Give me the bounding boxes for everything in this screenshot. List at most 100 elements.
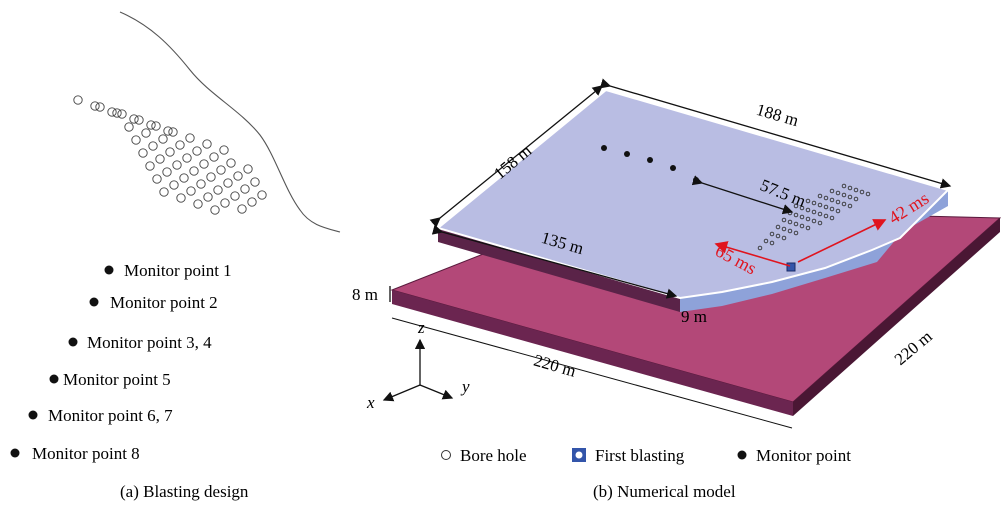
borehole — [829, 215, 835, 221]
borehole — [805, 225, 811, 231]
borehole — [182, 153, 192, 163]
borehole — [769, 240, 775, 246]
borehole — [847, 203, 853, 209]
borehole — [129, 114, 139, 124]
borehole — [209, 152, 219, 162]
borehole — [145, 161, 155, 171]
monitor-point-6-7-label: Monitor point 6, 7 — [48, 406, 173, 425]
y-axis-label: y — [460, 377, 470, 396]
borehole — [805, 216, 811, 222]
borehole — [219, 145, 229, 155]
borehole — [775, 233, 781, 239]
borehole — [172, 160, 182, 170]
borehole — [117, 109, 127, 119]
legend-monitor-point-label: Monitor point — [756, 446, 851, 465]
delay-arrow-42 — [797, 219, 887, 263]
borehole — [151, 121, 161, 131]
x-axis — [382, 384, 421, 402]
borehole — [781, 217, 787, 223]
monitor-dot — [670, 165, 676, 171]
monitor-point-1-marker — [104, 265, 114, 275]
borehole — [196, 179, 206, 189]
borehole — [763, 238, 769, 244]
borehole — [787, 219, 793, 225]
borehole — [112, 108, 122, 118]
panel-b: 158 m 188 m 135 m 57.5 m 220 m 220 m 8 m… — [352, 78, 1001, 501]
borehole — [250, 177, 260, 187]
monitor-dot — [693, 177, 699, 183]
borehole — [243, 164, 253, 174]
borehole — [203, 192, 213, 202]
borehole — [757, 245, 763, 251]
dim-line-188 — [599, 78, 952, 189]
dim-label-9m: 9 m — [681, 307, 707, 326]
borehole — [799, 214, 805, 220]
borehole — [865, 191, 871, 197]
borehole — [189, 166, 199, 176]
borehole — [240, 184, 250, 194]
borehole — [805, 198, 811, 204]
borehole — [847, 194, 853, 200]
monitor-point-5-label: Monitor point 5 — [63, 370, 171, 389]
borehole — [835, 199, 841, 205]
borehole — [131, 135, 141, 145]
borehole — [186, 186, 196, 196]
borehole — [168, 127, 178, 137]
borehole — [179, 173, 189, 183]
borehole — [835, 208, 841, 214]
borehole — [226, 158, 236, 168]
monitor-list: Monitor point 1 Monitor point 2 Monitor … — [10, 261, 232, 463]
dim-line-220-front — [391, 317, 793, 429]
borehole — [124, 122, 134, 132]
base-front-face — [392, 290, 793, 416]
borehole — [210, 205, 220, 215]
borehole — [799, 205, 805, 211]
monitor-point-3-4-marker — [68, 337, 78, 347]
borehole — [769, 231, 775, 237]
borehole — [158, 134, 168, 144]
borehole — [169, 180, 179, 190]
borehole — [176, 193, 186, 203]
monitor-dot — [601, 145, 607, 151]
borehole — [162, 167, 172, 177]
legend-first-blasting-label: First blasting — [595, 446, 685, 465]
monitor-point-6-7-marker — [28, 410, 38, 420]
monitor-point-1-label: Monitor point 1 — [124, 261, 232, 280]
borehole — [811, 209, 817, 215]
borehole — [163, 126, 173, 136]
dim-label-220-front: 220 m — [532, 351, 579, 381]
borehole — [192, 146, 202, 156]
borehole — [134, 115, 144, 125]
panel-a-caption: (a) Blasting design — [120, 482, 249, 501]
z-axis-label: z — [417, 318, 425, 337]
borehole — [817, 211, 823, 217]
borehole — [185, 133, 195, 143]
borehole — [793, 203, 799, 209]
legend-borehole-icon — [441, 450, 451, 460]
legend-monitor-point-icon — [737, 450, 747, 460]
panel-b-caption: (b) Numerical model — [593, 482, 736, 501]
borehole — [859, 189, 865, 195]
borehole — [90, 101, 100, 111]
borehole — [793, 221, 799, 227]
legend: Bore hole First blasting Monitor point — [441, 446, 851, 465]
borehole — [817, 193, 823, 199]
borehole — [247, 197, 257, 207]
borehole — [829, 188, 835, 194]
borehole — [823, 204, 829, 210]
dim-line-135 — [431, 224, 678, 299]
first-blasting-marker — [786, 262, 796, 272]
monitor-point-8-label: Monitor point 8 — [32, 444, 140, 463]
borehole — [841, 192, 847, 198]
borehole — [138, 148, 148, 158]
borehole — [811, 218, 817, 224]
panel-a: Monitor point 1 Monitor point 2 Monitor … — [10, 11, 341, 501]
borehole — [787, 228, 793, 234]
borehole — [148, 141, 158, 151]
borehole — [175, 140, 185, 150]
monitor-point-2-marker — [89, 297, 99, 307]
borehole — [793, 212, 799, 218]
borehole — [799, 223, 805, 229]
borehole — [155, 154, 165, 164]
